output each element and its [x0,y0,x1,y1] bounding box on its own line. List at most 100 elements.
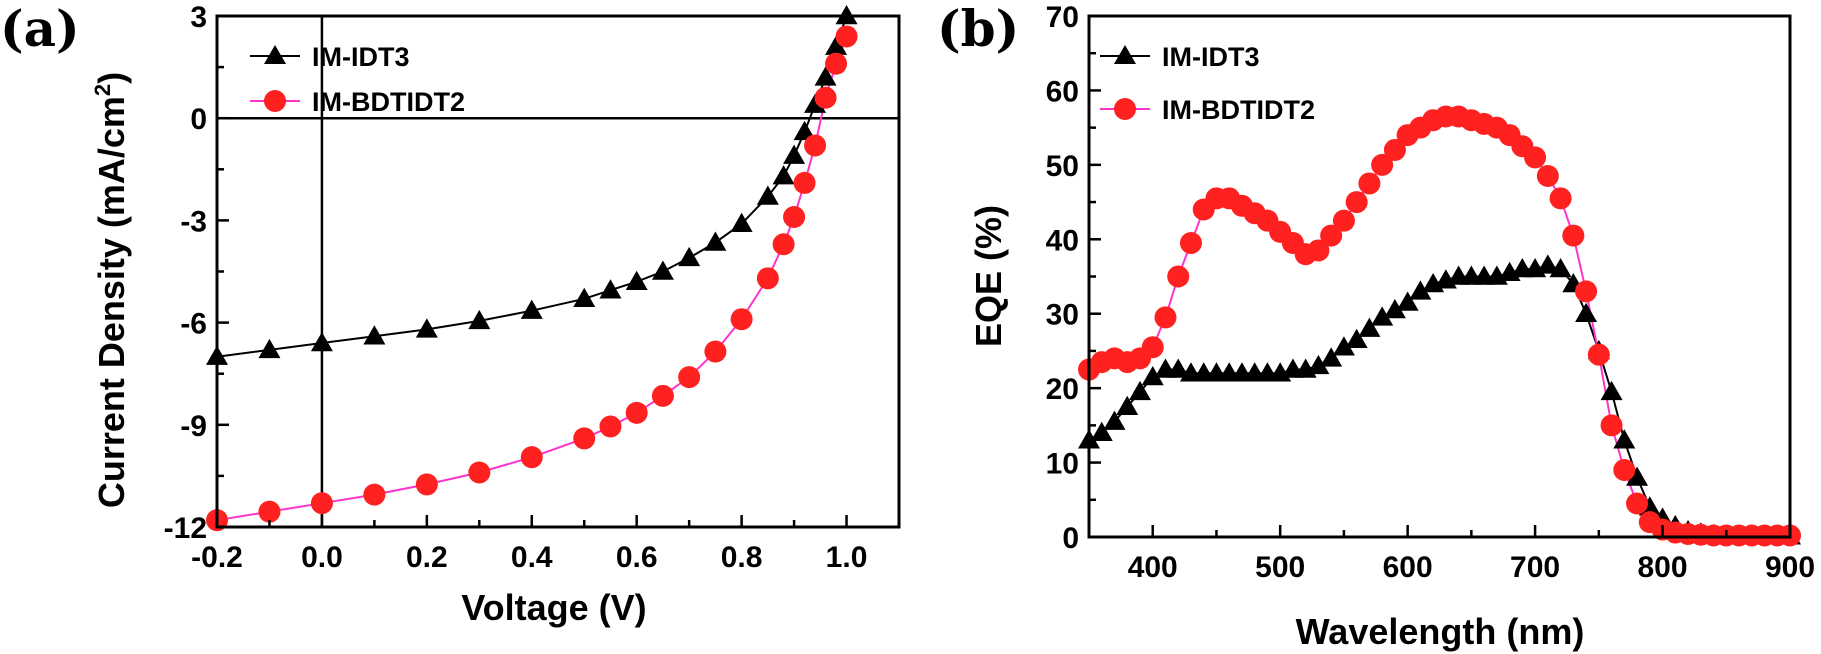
panel-b-data-point-im-idt3 [1575,302,1598,322]
panel-a-data-point-im-idt3 [363,325,386,345]
panel-b-x-tick-label: 600 [1383,551,1433,584]
panel-b-data-point-im-idt3 [1332,336,1355,356]
panel-b-data-point-im-idt3 [1383,298,1406,319]
panel-b-data-point-im-bdtidt2 [1549,187,1572,210]
panel-a-y-tick-label: -12 [164,512,207,545]
panel-a-data-point-im-bdtidt2 [415,473,438,496]
panel-a-data-point-im-bdtidt2 [258,500,281,523]
panel-a-data-point-im-idt3 [678,246,701,267]
panel-b-data-point-im-bdtidt2 [1562,224,1585,247]
panel-b-data-point-im-bdtidt2 [1141,336,1164,359]
panel-b-x-tick-label: 400 [1128,551,1178,584]
panel-b-data-point-im-bdtidt2 [1383,138,1406,161]
panel-b-y-axis-title: EQE (%) [968,205,1009,347]
panel-b-data-point-im-bdtidt2 [1167,265,1190,288]
panel-b-data-point-im-bdtidt2 [1626,492,1649,515]
panel-a-data-point-im-bdtidt2 [730,308,753,331]
panel-b-y-tick-label: 70 [1046,1,1079,34]
panel-a-data-point-im-bdtidt2 [678,366,701,389]
panel-a-data-point-im-bdtidt2 [825,52,848,75]
panel-a-x-tick-label: 0.4 [511,541,553,574]
panel-b-series-line-im-idt3 [1088,264,1790,538]
panel-a-data-point-im-bdtidt2 [783,205,806,228]
panel-a-y-axis-title: Current Density (mA/cm2) [90,72,132,508]
panel-b-x-tick-label: 700 [1510,551,1560,584]
panel-b-data-point-im-bdtidt2 [1345,191,1368,214]
panel-b-y-tick-label: 0 [1062,522,1079,555]
panel-a-data-point-im-idt3 [704,231,727,251]
panel-a-data-point-im-idt3 [258,338,281,359]
panel-a-data-point-im-bdtidt2 [310,492,333,515]
panel-a-data-point-im-bdtidt2 [756,267,779,290]
panel-b-data-point-im-idt3 [1307,354,1330,375]
panel-b-data-point-im-idt3 [1128,380,1151,401]
panel-a-data-point-im-bdtidt2 [704,340,727,363]
panel-a-series-line-im-bdtidt2 [216,36,848,522]
panel-a-zero-lines [217,16,899,527]
panel-b-data-point-im-idt3 [1396,291,1419,311]
panel-a-ticks: -0.2 0.0 0.2 0.4 0.6 0.8 1.0 -12 -9 -6 -3 0 3 [164,1,868,574]
panel-b-data-point-im-bdtidt2 [1307,239,1330,262]
legend-a-label-bdtidt2: IM-BDTIDT2 [312,87,465,117]
panel-b-legend: IM-IDT3 IM-BDTIDT2 [1100,42,1315,125]
panel-a-y-axis-title-superscript: 2 [90,84,115,96]
panel-a-data-point-im-bdtidt2 [363,483,386,506]
panel-a-legend: IM-IDT3 IM-BDTIDT2 [250,42,465,117]
panel-b-data-point-im-bdtidt2 [1371,153,1394,176]
panel-a-data-point-im-bdtidt2 [772,233,795,256]
legend-b-label-bdtidt2: IM-BDTIDT2 [1162,95,1315,125]
panel-b-y-tick-label: 60 [1046,75,1079,108]
panel-a-data-point-im-idt3 [814,66,837,86]
panel-a-x-tick-label: 0.0 [301,541,343,574]
panel-b-x-axis-title: Wavelength (nm) [1296,611,1585,652]
legend-b-circle-marker [1114,98,1136,120]
panel-b-x-tick-label: 500 [1255,551,1305,584]
panel-b-y-tick-label: 30 [1046,299,1079,332]
panel-b-series [1078,105,1801,547]
panel-b-data-point-im-idt3 [1626,466,1649,486]
panel-a-y-tick-label: 0 [190,103,207,136]
panel-a-y-axis-title-close: ) [91,72,132,84]
panel-b-x-tick-label: 900 [1765,551,1815,584]
panel-b-data-point-im-bdtidt2 [1358,172,1381,195]
panel-a-data-point-im-idt3 [772,165,795,185]
panel-b-data-point-im-idt3 [1536,254,1559,274]
panel-b-data-point-im-idt3 [1345,328,1368,349]
panel-a-series-line-im-idt3 [216,15,848,358]
panel-a-data-point-im-bdtidt2 [573,427,596,450]
panel-a-x-tick-label: 1.0 [826,541,868,574]
panel-a-data-point-im-bdtidt2 [814,86,837,109]
panel-b-data-point-im-bdtidt2 [1575,280,1598,303]
panel-b-data-point-im-idt3 [1358,317,1381,337]
panel-b-data-point-im-idt3 [1167,358,1190,378]
panel-a-y-tick-label: 3 [190,1,207,34]
panel-b-data-point-im-idt3 [1141,365,1164,386]
panel-a-data-point-im-bdtidt2 [625,401,648,424]
panel-b-eqe-spectrum: (b) 400 500 600 700 800 900 0 10 20 30 40 50 60 70 Wa… [937,0,1815,652]
panel-a-x-tick-label: 0.2 [406,541,448,574]
legend-b-label-idt3: IM-IDT3 [1162,42,1260,72]
panel-b-y-tick-label: 10 [1046,448,1079,481]
panel-b-data-point-im-bdtidt2 [1332,209,1355,232]
panel-a-data-point-im-bdtidt2 [835,25,858,48]
panel-b-data-point-im-idt3 [1103,410,1126,430]
panel-b-data-point-im-idt3 [1090,421,1113,442]
panel-b-y-tick-label: 20 [1046,373,1079,406]
panel-a-data-point-im-bdtidt2 [793,171,816,194]
panel-a-data-point-im-idt3 [825,35,848,55]
panel-b-data-point-im-bdtidt2 [1179,232,1202,255]
panel-a-data-point-im-idt3 [573,287,596,308]
panel-b-data-point-im-idt3 [1409,280,1432,300]
legend-a-label-idt3: IM-IDT3 [312,42,410,72]
panel-b-label: (b) [937,0,1019,58]
panel-a-data-point-im-idt3 [415,318,438,338]
panel-a-data-point-im-idt3 [756,185,779,205]
panel-a-data-point-im-bdtidt2 [651,384,674,407]
panel-a-data-point-im-idt3 [468,309,491,330]
panel-b-series-line-im-bdtidt2 [1088,115,1790,537]
legend-b-triangle-marker [1114,45,1136,64]
panel-a-x-axis-title: Voltage (V) [461,587,646,628]
panel-a-data-point-im-idt3 [783,144,806,164]
panel-b-y-tick-label: 40 [1046,224,1079,257]
